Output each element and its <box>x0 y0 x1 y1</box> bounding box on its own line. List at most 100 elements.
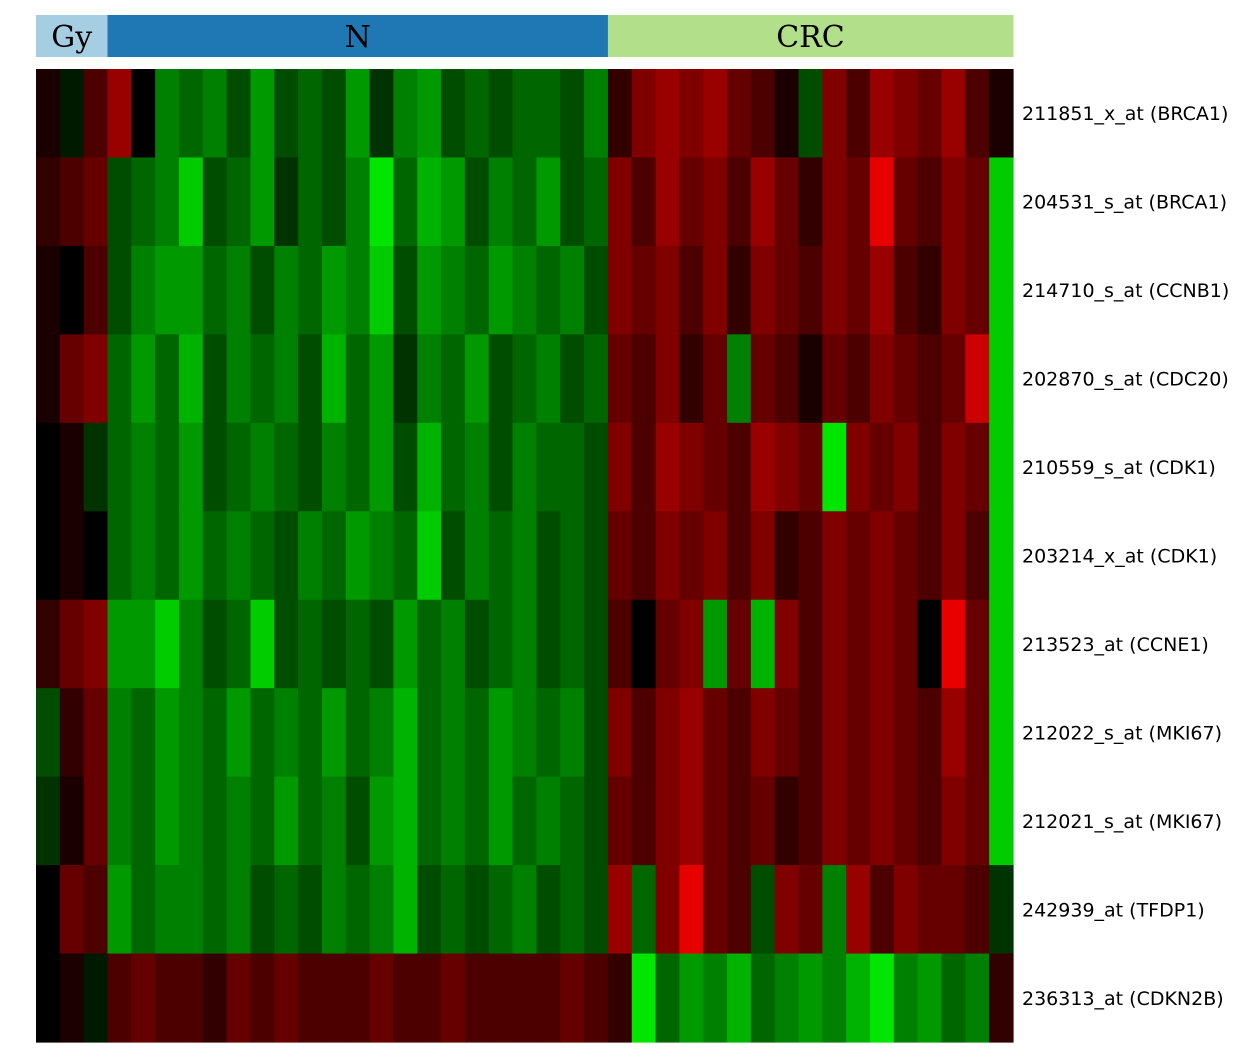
heatmap-cell <box>822 599 847 689</box>
heatmap-cell <box>798 688 823 778</box>
heatmap-cell <box>536 776 561 866</box>
heatmap-cell <box>679 422 704 512</box>
heatmap-cell <box>83 953 109 1043</box>
heatmap-cell <box>989 422 1014 512</box>
heatmap-cell <box>83 334 109 424</box>
heatmap-cell <box>774 865 800 955</box>
heatmap-cell <box>59 511 85 601</box>
heatmap-cell <box>345 599 371 689</box>
heatmap-cell <box>941 69 966 159</box>
heatmap-cell <box>870 599 895 689</box>
heatmap-cell <box>989 776 1014 866</box>
heatmap-cell <box>774 422 800 512</box>
heatmap-cell <box>631 69 657 159</box>
group-band-crc <box>607 15 1014 57</box>
heatmap-cell <box>321 776 347 866</box>
heatmap-cell <box>155 865 180 955</box>
heatmap-cell <box>846 776 871 866</box>
heatmap-cell <box>965 245 990 335</box>
heatmap-cell <box>631 157 657 247</box>
heatmap-cell <box>488 245 514 335</box>
heatmap-cell <box>584 599 609 689</box>
heatmap-cell <box>941 953 966 1043</box>
heatmap-cell <box>965 511 990 601</box>
heatmap-cell <box>989 688 1014 778</box>
heatmap-cell <box>584 953 609 1043</box>
heatmap-cell <box>345 511 371 601</box>
heatmap-cell <box>393 599 418 689</box>
heatmap-cell <box>464 776 490 866</box>
heatmap-cell <box>846 511 871 601</box>
heatmap-cell <box>488 953 514 1043</box>
heatmap-cell <box>250 334 275 424</box>
heatmap-cell <box>512 245 538 335</box>
heatmap-cell <box>584 865 609 955</box>
heatmap-cell <box>417 688 442 778</box>
heatmap-cell <box>393 511 418 601</box>
heatmap-cell <box>202 599 228 689</box>
heatmap-cell <box>774 688 800 778</box>
heatmap-cell <box>798 511 823 601</box>
heatmap-cell <box>560 69 585 159</box>
heatmap-cell <box>155 334 180 424</box>
heatmap-cell <box>584 776 609 866</box>
heatmap-cell <box>917 865 943 955</box>
heatmap-cell <box>607 422 633 512</box>
heatmap-cell <box>798 776 823 866</box>
heatmap-cell <box>560 334 585 424</box>
heatmap-cell <box>584 511 609 601</box>
heatmap-cell <box>250 865 275 955</box>
heatmap-cell <box>893 865 919 955</box>
heatmap-cell <box>369 688 395 778</box>
heatmap-cell <box>536 334 561 424</box>
heatmap-cell <box>83 157 109 247</box>
heatmap-cell <box>607 157 633 247</box>
heatmap-cell <box>727 511 752 601</box>
row-label: 212022_s_at (MKI67) <box>1022 722 1222 744</box>
heatmap-cell <box>584 69 609 159</box>
heatmap-cell <box>83 688 109 778</box>
heatmap-cell <box>679 334 704 424</box>
heatmap-cell <box>107 334 132 424</box>
heatmap-cell <box>512 334 538 424</box>
heatmap-cell <box>321 157 347 247</box>
heatmap-cell <box>727 865 752 955</box>
heatmap-cell <box>655 953 680 1043</box>
heatmap-cell <box>107 422 132 512</box>
heatmap-cell <box>59 334 85 424</box>
heatmap-cell <box>321 865 347 955</box>
heatmap-cell <box>798 245 823 335</box>
heatmap-cell <box>631 511 657 601</box>
heatmap-cell <box>131 776 156 866</box>
heatmap-cell <box>750 157 776 247</box>
heatmap-cell <box>989 511 1014 601</box>
heatmap-cell <box>202 776 228 866</box>
heatmap-cell <box>369 511 395 601</box>
heatmap-cell <box>512 953 538 1043</box>
heatmap-cell <box>560 511 585 601</box>
heatmap-cell <box>893 953 919 1043</box>
heatmap-cell <box>607 688 633 778</box>
heatmap-cell <box>298 776 323 866</box>
heatmap-cell <box>83 69 109 159</box>
heatmap-cell <box>917 599 943 689</box>
heatmap-cell <box>393 157 418 247</box>
heatmap-cell <box>226 334 252 424</box>
heatmap-cell <box>464 157 490 247</box>
heatmap-cell <box>155 245 180 335</box>
heatmap-cell <box>798 334 823 424</box>
heatmap-cell <box>846 688 871 778</box>
heatmap-cell <box>965 69 990 159</box>
heatmap-cell <box>893 599 919 689</box>
heatmap-cell <box>417 776 442 866</box>
heatmap-cell <box>727 245 752 335</box>
heatmap-cell <box>321 422 347 512</box>
heatmap-cell <box>727 422 752 512</box>
heatmap-cell <box>178 245 204 335</box>
heatmap-cell <box>679 157 704 247</box>
heatmap-cell <box>131 953 156 1043</box>
heatmap-cell <box>750 69 776 159</box>
heatmap-cell <box>226 953 252 1043</box>
heatmap-cell <box>798 865 823 955</box>
heatmap-cell <box>345 776 371 866</box>
